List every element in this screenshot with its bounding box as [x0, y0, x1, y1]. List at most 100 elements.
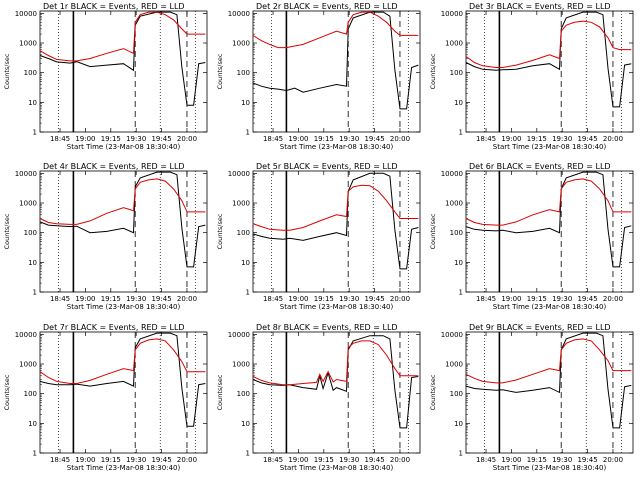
y-tick-label: 10	[241, 420, 250, 428]
y-tick-label: 10000	[228, 10, 250, 18]
y-axis-label: Counts/sec	[3, 374, 11, 410]
x-tick-label: 20:00	[603, 135, 623, 143]
y-axis-label: Counts/sec	[3, 53, 11, 89]
x-tick-label: 19:00	[75, 135, 95, 143]
plot-frame	[39, 331, 208, 454]
panel-title: Det 7r BLACK = Events, RED = LLD	[43, 323, 185, 332]
series-line-lld	[39, 11, 206, 62]
y-tick-label: 100	[450, 229, 463, 237]
x-tick-label: 19:45	[364, 135, 384, 143]
x-tick-label: 18:45	[263, 295, 283, 303]
x-tick-label: 19:45	[577, 456, 597, 464]
y-tick-label: 10000	[15, 170, 37, 178]
x-tick-label: 20:00	[390, 456, 410, 464]
x-tick-label: 19:45	[577, 135, 597, 143]
x-tick-label: 19:00	[288, 135, 308, 143]
x-tick-label: 19:30	[126, 135, 146, 143]
x-tick-label: 20:00	[390, 295, 410, 303]
y-tick-label: 10000	[228, 170, 250, 178]
x-tick-label: 20:00	[177, 135, 197, 143]
x-tick-label: 19:15	[314, 135, 334, 143]
y-tick-label: 100	[237, 69, 250, 77]
detector-panel-6: Det 6r BLACK = Events, RED = LLD 1 10 100 10…	[429, 162, 634, 311]
x-axis-label: Start Time (23-Mar-08 18:30:40)	[280, 303, 394, 311]
y-tick-label: 100	[237, 390, 250, 398]
plot-frame	[252, 170, 421, 293]
y-tick-label: 10	[241, 259, 250, 267]
y-tick-label: 10000	[15, 331, 37, 339]
y-tick-label: 100	[237, 229, 250, 237]
y-tick-label: 10000	[441, 170, 463, 178]
x-tick-label: 20:00	[390, 135, 410, 143]
series-line-lld	[39, 178, 206, 225]
x-tick-label: 19:00	[75, 456, 95, 464]
x-axis-label: Start Time (23-Mar-08 18:30:40)	[67, 464, 181, 472]
x-tick-label: 18:45	[263, 456, 283, 464]
plot-frame	[252, 10, 421, 133]
y-axis-label: Counts/sec	[429, 53, 437, 89]
series-line-events	[39, 332, 206, 427]
series-line-lld	[465, 338, 632, 384]
y-axis-label: Counts/sec	[216, 53, 224, 89]
y-tick-label: 1	[246, 450, 250, 458]
detector-panel-5: Det 5r BLACK = Events, RED = LLD 1 10 100 10…	[216, 162, 421, 311]
x-tick-label: 19:00	[501, 456, 521, 464]
series-line-lld	[465, 20, 632, 68]
x-axis-label: Start Time (23-Mar-08 18:30:40)	[493, 303, 607, 311]
detector-panel-8: Det 8r BLACK = Events, RED = LLD 1 10 100 10…	[216, 323, 421, 472]
y-tick-label: 10	[241, 99, 250, 107]
y-tick-label: 10	[28, 99, 37, 107]
x-tick-label: 18:45	[476, 456, 496, 464]
y-tick-label: 1	[33, 129, 37, 137]
series-line-events	[465, 11, 632, 108]
detector-panel-1: Det 1r BLACK = Events, RED = LLD 1 10 100 10…	[3, 2, 208, 151]
y-tick-label: 10	[454, 420, 463, 428]
x-tick-label: 19:45	[151, 456, 171, 464]
x-tick-label: 19:30	[339, 135, 359, 143]
y-axis-label: Counts/sec	[216, 374, 224, 410]
series-line-lld	[39, 338, 206, 384]
plot-frame	[39, 170, 208, 293]
panel-title: Det 6r BLACK = Events, RED = LLD	[469, 162, 611, 171]
x-tick-label: 19:15	[101, 135, 121, 143]
detector-panel-4: Det 4r BLACK = Events, RED = LLD 1 10 100 10…	[3, 162, 208, 311]
x-tick-label: 18:45	[476, 135, 496, 143]
y-tick-label: 1	[33, 450, 37, 458]
x-axis-label: Start Time (23-Mar-08 18:30:40)	[280, 464, 394, 472]
x-tick-label: 18:45	[50, 135, 70, 143]
x-tick-label: 18:45	[50, 295, 70, 303]
y-tick-label: 100	[24, 229, 37, 237]
x-tick-label: 19:30	[552, 135, 572, 143]
series-line-events	[39, 11, 206, 106]
plot-frame	[465, 10, 634, 133]
x-tick-label: 19:30	[126, 295, 146, 303]
x-tick-label: 19:00	[75, 295, 95, 303]
detector-panel-2: Det 2r BLACK = Events, RED = LLD 1 10 100 10…	[216, 2, 421, 151]
x-tick-label: 19:15	[101, 295, 121, 303]
panel-title: Det 4r BLACK = Events, RED = LLD	[43, 162, 185, 171]
y-tick-label: 1000	[19, 200, 37, 208]
panel-title: Det 5r BLACK = Events, RED = LLD	[256, 162, 398, 171]
y-tick-label: 100	[450, 69, 463, 77]
y-tick-label: 1	[459, 450, 463, 458]
series-line-events	[465, 171, 632, 268]
x-tick-label: 19:15	[527, 295, 547, 303]
y-tick-label: 100	[24, 69, 37, 77]
x-tick-label: 19:45	[364, 295, 384, 303]
y-tick-label: 10	[28, 259, 37, 267]
x-tick-label: 19:30	[126, 456, 146, 464]
y-tick-label: 100	[450, 390, 463, 398]
y-tick-label: 1000	[232, 40, 250, 48]
x-tick-label: 19:30	[339, 295, 359, 303]
y-axis-label: Counts/sec	[429, 374, 437, 410]
x-tick-label: 19:00	[288, 456, 308, 464]
y-tick-label: 1000	[445, 361, 463, 369]
x-axis-label: Start Time (23-Mar-08 18:30:40)	[67, 143, 181, 151]
plot-frame	[252, 331, 421, 454]
x-tick-label: 19:15	[527, 456, 547, 464]
x-tick-label: 19:15	[314, 295, 334, 303]
x-tick-label: 19:45	[151, 135, 171, 143]
x-tick-label: 18:45	[50, 456, 70, 464]
